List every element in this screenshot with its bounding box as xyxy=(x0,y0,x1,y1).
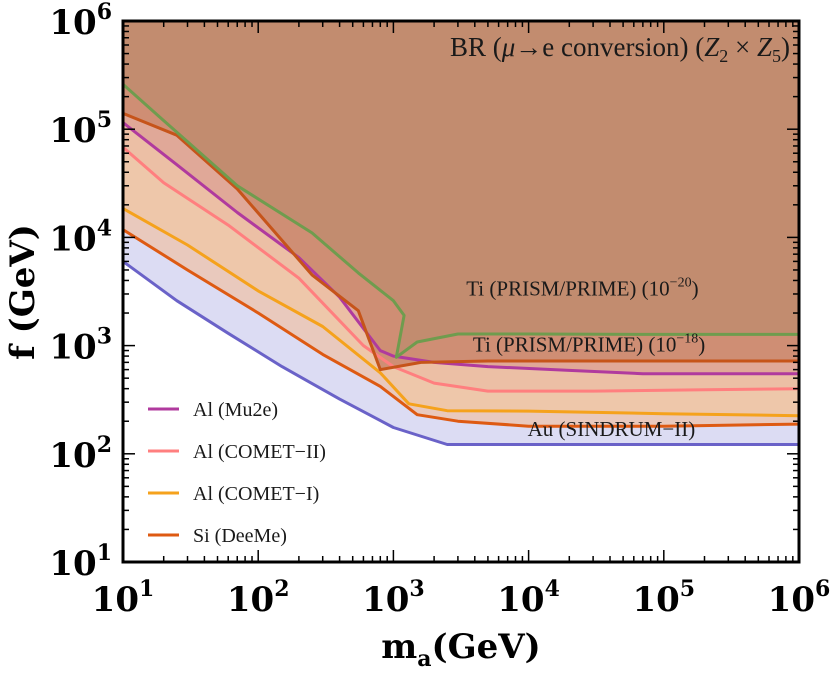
chart-title: BR (μ→e conversion) (Z2 × Z5) xyxy=(450,32,790,66)
y-tick-label: 105 xyxy=(49,107,112,151)
x-tick-label: 106 xyxy=(768,576,830,620)
region-annotations: Ti (PRISM/PRIME) (10−20) Ti (PRISM/PRIME)… xyxy=(466,276,705,441)
series-lines xyxy=(122,83,800,446)
legend-label: Al (Mu2e) xyxy=(193,399,278,421)
x-axis-title: ma(GeV) xyxy=(381,627,540,672)
y-tick-label: 103 xyxy=(49,324,112,368)
line-ti-prism-prime-10-18 xyxy=(122,112,799,372)
x-tick-label: 104 xyxy=(497,576,560,620)
region-bands xyxy=(123,21,799,445)
legend-item-al-comet-ii: Al (COMET−II) xyxy=(148,441,326,463)
annotation-au-sindrum-ii: Au (SINDRUM−II) xyxy=(528,417,696,441)
x-tick-label: 105 xyxy=(632,576,695,620)
line-au-sindrum-ii xyxy=(122,260,799,446)
annotation-ti-prism-prime-20: Ti (PRISM/PRIME) (10−20) xyxy=(466,276,698,301)
legend-item-al-mu2e: Al (Mu2e) xyxy=(148,399,278,421)
legend: Al (Mu2e) Al (COMET−II) Al (COMET−I) Si (De… xyxy=(148,399,326,547)
y-tick-label: 106 xyxy=(49,0,112,43)
line-al-mu2e xyxy=(122,121,799,376)
legend-item-si-deeme: Si (DeeMe) xyxy=(148,525,287,547)
y-tick-label: 101 xyxy=(49,540,112,584)
x-tick-label: 101 xyxy=(92,576,155,620)
legend-label: Al (COMET−I) xyxy=(193,483,319,505)
legend-label: Al (COMET−II) xyxy=(193,441,326,463)
line-si-deeme xyxy=(122,228,800,428)
x-tick-label: 103 xyxy=(362,576,425,620)
region-ti-prism-prime-10-20 xyxy=(123,21,799,358)
x-tick-label: 102 xyxy=(227,576,290,620)
tick-labels: 101 102 103 104 105 106 101 102 103 104 105 106 xyxy=(49,0,830,620)
line-al-comet-i xyxy=(122,207,800,418)
y-tick-label: 104 xyxy=(49,215,112,259)
legend-item-al-comet-i: Al (COMET−I) xyxy=(148,483,319,505)
y-axis-title: f (GeV) xyxy=(3,224,43,360)
plot-frame xyxy=(121,19,801,564)
y-tick-label: 102 xyxy=(49,432,112,476)
annotation-ti-prism-prime-18: Ti (PRISM/PRIME) (10−18) xyxy=(473,332,705,357)
legend-label: Si (DeeMe) xyxy=(193,525,287,547)
line-ti-prism-prime-10-20 xyxy=(122,83,799,359)
